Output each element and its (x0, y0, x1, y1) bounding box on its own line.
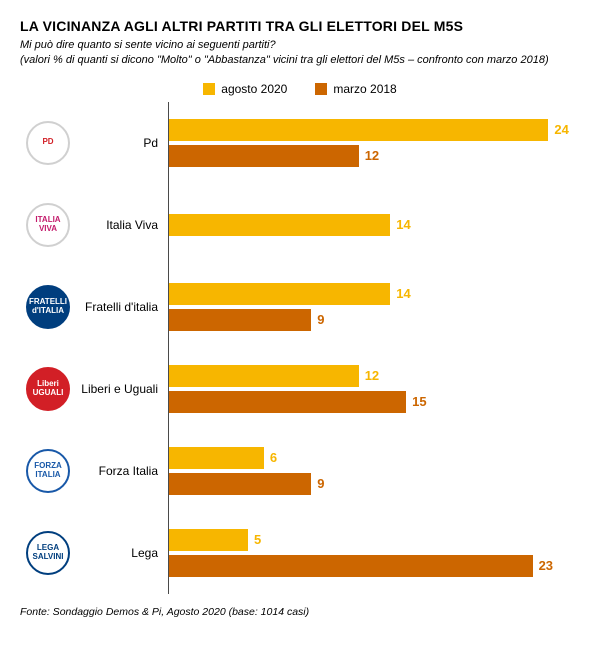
party-logo: FRATELLI d'ITALIA (26, 285, 70, 329)
party-logo-col: Liberi UGUALI (20, 367, 76, 411)
bar-value: 6 (270, 450, 277, 465)
bar-fill (169, 391, 406, 413)
party-logo-col: ITALIA VIVA (20, 203, 76, 247)
bar-value: 15 (412, 394, 426, 409)
legend-item-a: agosto 2020 (203, 82, 287, 96)
category-label: Liberi e Uguali (76, 382, 168, 396)
bar-fill (169, 555, 533, 577)
bar-fill (169, 119, 548, 141)
bar-series-b: 23 (169, 555, 580, 577)
bars-container: 24 12 (168, 102, 580, 184)
bar-value: 5 (254, 532, 261, 547)
party-logo: Liberi UGUALI (26, 367, 70, 411)
bar-value: 14 (396, 217, 410, 232)
category-label: Lega (76, 546, 168, 560)
bar-series-a: 14 (169, 214, 580, 236)
party-logo-col: FORZA ITALIA (20, 449, 76, 493)
bar-series-a: 5 (169, 529, 580, 551)
legend-swatch-b (315, 83, 327, 95)
bar-series-a: 24 (169, 119, 580, 141)
bar-fill (169, 529, 248, 551)
chart-row: Liberi UGUALI Liberi e Uguali 12 15 (20, 348, 580, 430)
bar-fill (169, 283, 390, 305)
bar-fill (169, 145, 359, 167)
party-logo: ITALIA VIVA (26, 203, 70, 247)
bar-value: 24 (554, 122, 568, 137)
bar-value: 14 (396, 286, 410, 301)
bar-chart: PDPd2412ITALIA VIVAItalia Viva14FRATELLI… (20, 102, 580, 594)
bar-series-b: 15 (169, 391, 580, 413)
bars-container: 5 23 (168, 512, 580, 594)
chart-row: ITALIA VIVA Italia Viva 14 (20, 184, 580, 266)
bar-series-a: 6 (169, 447, 580, 469)
legend-label-a: agosto 2020 (221, 82, 287, 96)
bar-fill (169, 473, 311, 495)
source-footnote: Fonte: Sondaggio Demos & Pi, Agosto 2020… (20, 606, 580, 618)
bars-container: 12 15 (168, 348, 580, 430)
bar-series-b: 9 (169, 473, 580, 495)
bar-series-b: 12 (169, 145, 580, 167)
subtitle-line-2: (valori % di quanti si dicono "Molto" o … (20, 54, 549, 66)
bar-series-b: 9 (169, 309, 580, 331)
bar-series-a: 12 (169, 365, 580, 387)
bar-fill (169, 447, 264, 469)
bar-fill (169, 309, 311, 331)
bars-container: 14 (168, 184, 580, 266)
category-label: Forza Italia (76, 464, 168, 478)
party-logo-col: FRATELLI d'ITALIA (20, 285, 76, 329)
chart-row: FORZA ITALIAForza Italia69 (20, 430, 580, 512)
party-logo: FORZA ITALIA (26, 449, 70, 493)
category-label: Fratelli d'italia (76, 300, 168, 314)
legend-swatch-a (203, 83, 215, 95)
bar-fill (169, 214, 390, 236)
chart-row: LEGA SALVINI Lega 5 23 (20, 512, 580, 594)
party-logo: LEGA SALVINI (26, 531, 70, 575)
category-label: Pd (76, 136, 168, 150)
legend: agosto 2020 marzo 2018 (20, 82, 580, 96)
subtitle: Mi può dire quanto si sente vicino ai se… (20, 38, 580, 68)
chart-row: PD Pd 24 12 (20, 102, 580, 184)
party-logo: PD (26, 121, 70, 165)
bar-series-a: 14 (169, 283, 580, 305)
subtitle-line-1: Mi può dire quanto si sente vicino ai se… (20, 39, 276, 51)
bar-value: 9 (317, 312, 324, 327)
legend-item-b: marzo 2018 (315, 82, 396, 96)
bar-value: 12 (365, 368, 379, 383)
bar-value: 9 (317, 476, 324, 491)
bars-container: 14 9 (168, 266, 580, 348)
category-label: Italia Viva (76, 218, 168, 232)
party-logo-col: PD (20, 121, 76, 165)
party-logo-col: LEGA SALVINI (20, 531, 76, 575)
bars-container: 69 (168, 430, 580, 512)
bar-value: 23 (539, 558, 553, 573)
page-title: LA VICINANZA AGLI ALTRI PARTITI TRA GLI … (20, 18, 580, 34)
chart-row: FRATELLI d'ITALIA Fratelli d'italia 14 9 (20, 266, 580, 348)
legend-label-b: marzo 2018 (333, 82, 396, 96)
bar-fill (169, 365, 359, 387)
bar-value: 12 (365, 148, 379, 163)
